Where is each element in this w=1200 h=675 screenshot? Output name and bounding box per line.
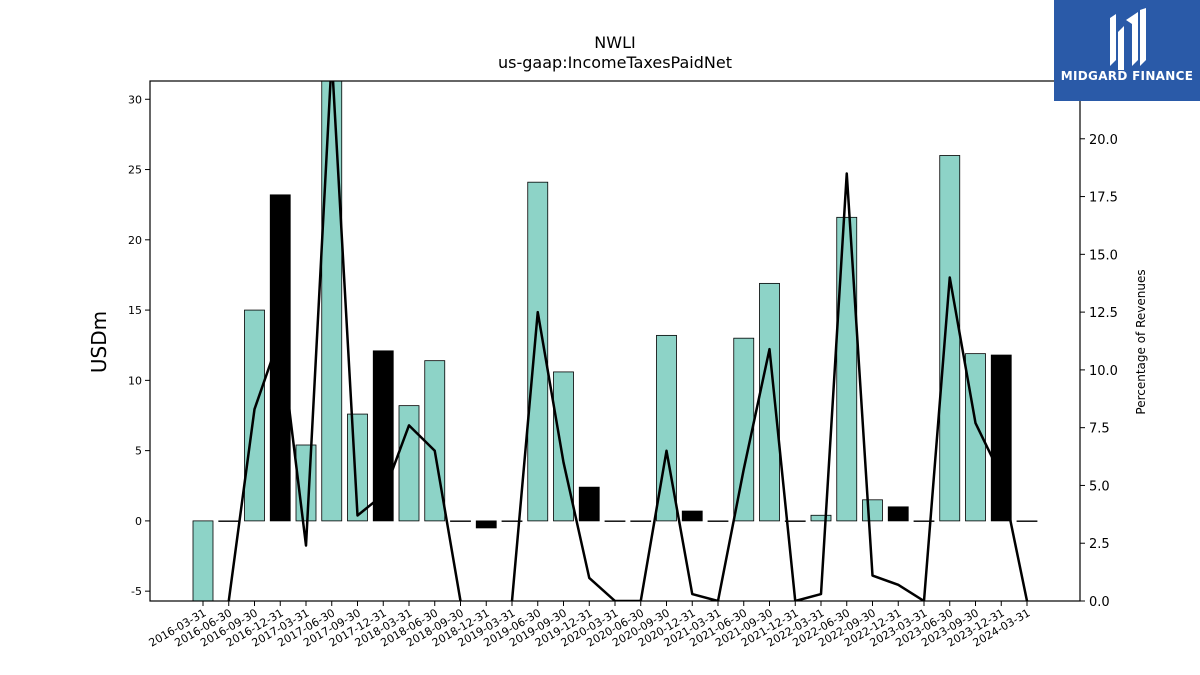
line-series — [226, 81, 1029, 601]
bar-series — [192, 81, 1038, 601]
y-tick-label: 20 — [128, 234, 142, 247]
y-right-tick-label: 12.5 — [1089, 306, 1118, 321]
y-right-tick-label: 5.0 — [1089, 479, 1110, 494]
y-right-tick-label: 7.5 — [1089, 422, 1110, 437]
bar — [398, 405, 420, 522]
y-right-tick-label: 15.0 — [1089, 248, 1118, 263]
bar — [784, 520, 806, 522]
bar — [192, 520, 214, 601]
bar — [990, 354, 1012, 522]
y-right-tick-label: 0.0 — [1089, 595, 1110, 610]
bar — [604, 520, 626, 522]
midgard-finance-logo: MIDGARD FINANCE — [1054, 0, 1200, 101]
bar — [733, 337, 755, 522]
bar — [321, 81, 343, 522]
bar — [450, 520, 471, 522]
y-tick-label: 0 — [135, 515, 142, 528]
percentage-line — [226, 81, 1029, 601]
bar — [810, 514, 832, 522]
y-tick-label: 15 — [128, 304, 142, 317]
y-tick-label: 10 — [128, 374, 142, 387]
y-right-tick-label: 10.0 — [1089, 364, 1118, 379]
bar — [681, 510, 703, 522]
bar — [836, 216, 858, 522]
bar — [913, 520, 935, 522]
bar — [218, 520, 240, 522]
bar — [269, 194, 291, 522]
bar — [939, 155, 961, 522]
chart-title: NWLI — [594, 33, 635, 52]
bar — [475, 520, 497, 529]
y-right-tick-label: 2.5 — [1089, 537, 1110, 552]
bar — [1016, 520, 1038, 522]
y-right-tick-label: 17.5 — [1089, 191, 1118, 206]
logo-text: MIDGARD FINANCE — [1060, 69, 1194, 83]
y-tick-label: 25 — [128, 164, 142, 177]
bar — [707, 520, 729, 522]
bar — [862, 499, 883, 522]
y-tick-label: 5 — [135, 445, 142, 458]
bar — [578, 486, 600, 522]
chart-subtitle: us-gaap:IncomeTaxesPaidNet — [498, 53, 732, 72]
y-tick-label: 30 — [128, 93, 142, 106]
bar — [630, 520, 652, 522]
bar — [759, 282, 780, 522]
logo-mark-icon — [1110, 8, 1146, 70]
bar — [527, 181, 549, 522]
y-tick-label: -5 — [131, 585, 142, 598]
bar — [887, 506, 909, 522]
y-axis-label: USDm — [87, 311, 111, 373]
y-axis-label-right: Percentage of Revenues — [1134, 269, 1148, 414]
bar — [501, 520, 523, 522]
y-right-tick-label: 20.0 — [1089, 133, 1118, 148]
